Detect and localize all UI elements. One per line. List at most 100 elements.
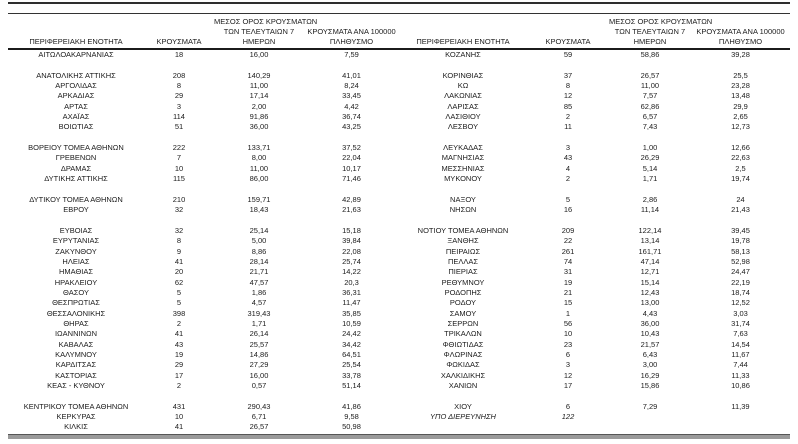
per100k-cell: 39,84 bbox=[342, 236, 361, 246]
per100k-cell: 9,58 bbox=[344, 412, 359, 422]
table-row: ΠΙΕΡΙΑΣ 31 12,71 24,47 bbox=[399, 267, 790, 277]
per100k-cell bbox=[691, 133, 790, 143]
per100k-cell: 22,08 bbox=[342, 246, 361, 256]
avg7-cell bbox=[609, 184, 691, 194]
avg7-cell: 16,29 bbox=[640, 370, 660, 380]
table-row-blank bbox=[399, 60, 790, 70]
per100k-cell: 33,78 bbox=[342, 370, 361, 380]
per100k-cell: 13,48 bbox=[731, 91, 750, 101]
region-cell: ΡΟΔΟΥ bbox=[449, 298, 477, 308]
region-cell: ΚΟΖΑΝΗΣ bbox=[445, 50, 481, 59]
top-rule-outer bbox=[8, 2, 790, 4]
table-row: ΧΑΛΚΙΔΙΚΗΣ 12 16,29 11,33 bbox=[399, 371, 790, 381]
table-row-blank bbox=[399, 133, 790, 143]
col-header-avg7: ΜΕΣΟΣ ΟΡΟΣ ΚΡΟΥΣΜΑΤΩΝ ΤΩΝ ΤΕΛΕΥΤΑΙΩΝ 7 Η… bbox=[214, 17, 318, 46]
cases-cell: 3 bbox=[565, 360, 571, 370]
cases-cell: 208 bbox=[172, 70, 186, 80]
cases-cell: 261 bbox=[561, 246, 575, 256]
per100k-cell bbox=[304, 391, 399, 401]
avg7-cell: 159,71 bbox=[247, 194, 271, 204]
table-row: ΗΛΕΙΑΣ 41 28,14 25,74 bbox=[8, 257, 399, 267]
region-cell: ΛΑΚΩΝΙΑΣ bbox=[444, 91, 482, 101]
per100k-cell bbox=[304, 133, 399, 143]
per100k-cell: 12,52 bbox=[731, 298, 750, 308]
region-cell: ΜΑΓΝΗΣΙΑΣ bbox=[441, 153, 485, 163]
per100k-cell: 10,86 bbox=[731, 381, 750, 390]
region-cell: ΖΑΚΥΝΘΟΥ bbox=[55, 246, 97, 256]
region-cell bbox=[399, 184, 527, 194]
avg7-cell: 4,57 bbox=[251, 298, 267, 308]
per100k-cell: 51,14 bbox=[342, 381, 361, 390]
per100k-cell: 25,5 bbox=[733, 70, 748, 80]
region-cell: ΣΕΡΡΩΝ bbox=[447, 318, 479, 328]
table-row: ΑΡΓΟΛΙΔΑΣ 8 11,00 8,24 bbox=[8, 81, 399, 91]
cases-cell: 41 bbox=[174, 256, 184, 266]
per100k-cell: 50,98 bbox=[342, 422, 361, 432]
left-table-rows: ΑΙΤΩΛΟΑΚΑΡΝΑΝΙΑΣ 18 16,00 7,59 ΑΝΑΤΟΛΙΚΗΣ ΑΤ… bbox=[8, 50, 399, 433]
cases-cell: 431 bbox=[172, 401, 186, 411]
cases-cell: 16 bbox=[563, 205, 573, 215]
table-row: ΔΥΤΙΚΗΣ ΑΤΤΙΚΗΣ 115 86,00 71,46 bbox=[8, 174, 399, 184]
region-cell: ΠΙΕΡΙΑΣ bbox=[448, 267, 478, 277]
table-row: ΤΡΙΚΑΛΩΝ 10 10,43 7,63 bbox=[399, 329, 790, 339]
per100k-cell: 7,44 bbox=[733, 360, 748, 370]
cases-cell: 17 bbox=[563, 381, 573, 390]
cases-cell: 51 bbox=[174, 122, 184, 132]
cases-cell: 6 bbox=[565, 401, 571, 411]
region-cell: ΜΥΚΟΝΟΥ bbox=[444, 174, 482, 184]
region-cell: ΞΑΝΘΗΣ bbox=[447, 236, 479, 246]
table-row: ΝΟΤΙΟΥ ΤΟΜΕΑ ΑΘΗΝΩΝ 209 122,14 39,45 bbox=[399, 226, 790, 236]
table-row: ΛΑΚΩΝΙΑΣ 12 7,57 13,48 bbox=[399, 91, 790, 101]
region-cell bbox=[399, 422, 527, 432]
per100k-cell: 22,19 bbox=[731, 277, 750, 287]
cases-cell: 41 bbox=[174, 422, 184, 432]
region-cell: ΚΑΒΑΛΑΣ bbox=[58, 339, 94, 349]
cases-cell: 22 bbox=[563, 236, 573, 246]
cases-cell: 20 bbox=[174, 267, 184, 277]
table-row: ΚΩ 8 11,00 23,28 bbox=[399, 81, 790, 91]
region-cell: ΓΡΕΒΕΝΩΝ bbox=[55, 153, 97, 163]
table-row: ΡΕΘΥΜΝΟΥ 19 15,14 22,19 bbox=[399, 278, 790, 288]
region-cell: ΒΟΡΕΙΟΥ ΤΟΜΕΑ ΑΘΗΝΩΝ bbox=[28, 143, 124, 153]
table-row-blank bbox=[399, 184, 790, 194]
avg7-cell: 36,00 bbox=[640, 318, 660, 328]
avg7-cell: 17,14 bbox=[249, 91, 269, 101]
region-cell: ΚΑΡΔΙΤΣΑΣ bbox=[55, 360, 97, 370]
per100k-cell: 14,22 bbox=[342, 267, 361, 277]
cases-cell: 62 bbox=[174, 277, 184, 287]
per100k-cell: 22,63 bbox=[731, 153, 750, 163]
per100k-cell bbox=[691, 216, 790, 226]
table-row: ΝΑΞΟΥ 5 2,86 24 bbox=[399, 195, 790, 205]
table-row: ΚΙΛΚΙΣ 41 26,57 50,98 bbox=[8, 422, 399, 432]
per100k-cell: 36,74 bbox=[342, 112, 361, 122]
region-cell: ΕΒΡΟΥ bbox=[63, 205, 89, 215]
avg7-cell: 47,57 bbox=[249, 277, 269, 287]
avg7-cell: 5,14 bbox=[642, 163, 658, 173]
per100k-cell: 33,45 bbox=[342, 91, 361, 101]
per100k-cell: 24,47 bbox=[731, 267, 750, 277]
per100k-cell: 2,5 bbox=[735, 163, 746, 173]
cases-cell: 85 bbox=[563, 101, 573, 111]
table-row: ΓΡΕΒΕΝΩΝ 7 8,00 22,04 bbox=[8, 153, 399, 163]
cases-cell: 398 bbox=[172, 308, 186, 318]
avg7-cell: 15,86 bbox=[640, 381, 660, 390]
region-cell: ΥΠΟ ΔΙΕΡΕΥΝΗΣΗ bbox=[430, 412, 496, 422]
region-cell bbox=[8, 391, 144, 401]
per100k-cell: 21,43 bbox=[731, 205, 750, 215]
avg7-cell: 13,00 bbox=[640, 298, 660, 308]
avg7-cell: 91,86 bbox=[249, 112, 269, 122]
region-cell: ΡΕΘΥΜΝΟΥ bbox=[441, 277, 485, 287]
cases-cell: 43 bbox=[563, 153, 573, 163]
per100k-cell bbox=[691, 422, 790, 432]
cases-cell: 210 bbox=[172, 194, 186, 204]
per100k-cell: 36,31 bbox=[342, 287, 361, 297]
avg7-cell: 86,00 bbox=[249, 174, 269, 184]
avg7-cell: 7,29 bbox=[642, 401, 658, 411]
avg7-cell: 18,43 bbox=[249, 205, 269, 215]
per100k-cell: 37,52 bbox=[342, 143, 361, 153]
col-header-avg7: ΜΕΣΟΣ ΟΡΟΣ ΚΡΟΥΣΜΑΤΩΝ ΤΩΝ ΤΕΛΕΥΤΑΙΩΝ 7 Η… bbox=[609, 17, 713, 46]
col-header-region: ΠΕΡΙΦΕΡΕΙΑΚΗ ΕΝΟΤΗΤΑ bbox=[29, 37, 123, 46]
region-cell: ΛΕΥΚΑΔΑΣ bbox=[443, 143, 483, 153]
avg7-cell bbox=[609, 391, 691, 401]
